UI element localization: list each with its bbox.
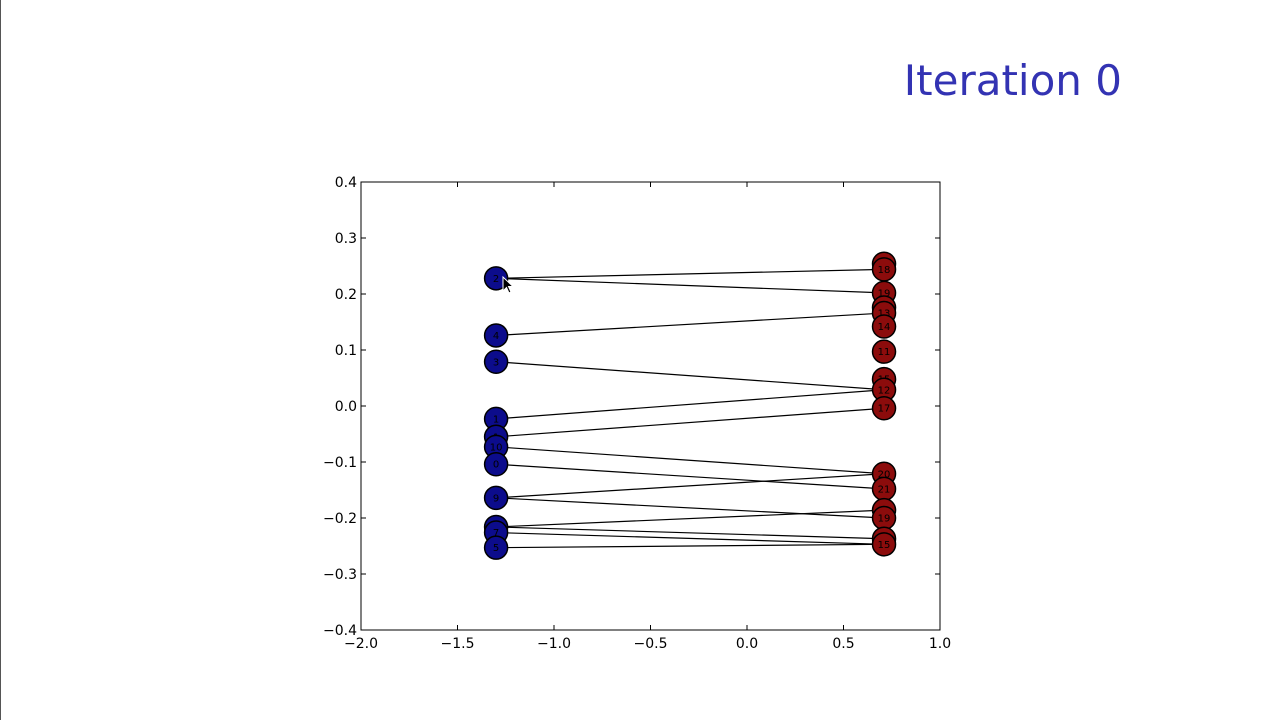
left-node-1 xyxy=(483,266,509,291)
left-node-label-3: 3 xyxy=(493,357,499,368)
y-tick-label: 0.4 xyxy=(335,175,357,191)
right-node-label-14: 19 xyxy=(878,514,891,525)
x-tick-label: −1.0 xyxy=(537,636,571,652)
right-node-16 xyxy=(871,532,897,557)
right-node-10 xyxy=(871,395,897,421)
left-node-2 xyxy=(483,323,509,348)
right-node-label-12: 21 xyxy=(878,484,891,495)
edge-line xyxy=(496,312,885,337)
ticks-layer xyxy=(360,181,941,631)
y-tick-label: −0.1 xyxy=(323,455,357,471)
right-node-label-6: 14 xyxy=(878,322,891,333)
edge-line xyxy=(496,463,885,490)
nodes-layer: 2431110096752018191613141115121720211819… xyxy=(483,251,897,560)
slide-left-border xyxy=(0,0,1,720)
edge-line xyxy=(496,277,885,294)
right-node-label-7: 11 xyxy=(878,347,891,358)
left-node-8 xyxy=(483,485,509,511)
right-node-label-10: 17 xyxy=(878,404,891,415)
mouse-cursor-icon xyxy=(502,275,515,294)
y-tick-label: 0.0 xyxy=(335,399,357,415)
edge-line xyxy=(496,446,885,475)
y-tick-label: 0.2 xyxy=(335,287,357,303)
x-tick-label: 0.0 xyxy=(736,636,758,652)
left-node-11 xyxy=(483,535,509,560)
edge-line xyxy=(496,543,885,549)
edge-line xyxy=(496,361,885,391)
right-node-label-11: 20 xyxy=(878,469,891,480)
left-node-label-8: 9 xyxy=(493,493,499,504)
y-tick-label: 0.1 xyxy=(335,343,357,359)
left-node-label-1: 2 xyxy=(493,274,499,285)
edge-line xyxy=(496,473,885,499)
left-node-label-4: 1 xyxy=(493,414,499,425)
x-tick-label: 0.5 xyxy=(832,636,854,652)
right-node-label-5: 13 xyxy=(878,309,891,320)
left-node-label-11: 5 xyxy=(493,543,499,554)
x-tick-label: 1.0 xyxy=(929,636,951,652)
right-node-label-2: 18 xyxy=(878,265,891,276)
left-node-label-10: 7 xyxy=(493,528,499,539)
x-tick-label: −0.5 xyxy=(634,636,668,652)
slide-title: Iteration 0 xyxy=(903,56,1122,105)
y-tick-label: −0.4 xyxy=(323,623,357,639)
right-node-label-16: 15 xyxy=(878,540,891,551)
tick-labels-layer: −2.0 −1.5 −1.0 −0.5 0.0 0.5 1.0 −0.4 −0.3 −0.2 −0.… xyxy=(323,175,951,652)
plot-frame xyxy=(360,181,941,631)
right-node-7 xyxy=(871,339,897,364)
x-tick-label: −2.0 xyxy=(344,636,378,652)
edge-line xyxy=(496,268,885,279)
edge-line xyxy=(496,526,885,540)
right-node-label-9: 12 xyxy=(878,385,891,396)
y-tick-label: 0.3 xyxy=(335,231,357,247)
edges-layer xyxy=(496,268,885,549)
edge-line xyxy=(496,509,885,528)
left-node-label-6: 10 xyxy=(490,442,503,453)
edge-line xyxy=(496,407,885,438)
left-node-label-2: 4 xyxy=(493,331,499,342)
left-node-7 xyxy=(483,451,509,477)
edge-line xyxy=(496,531,885,545)
right-node-6 xyxy=(871,314,897,339)
right-node-label-3: 19 xyxy=(878,288,891,299)
edge-line xyxy=(496,497,885,519)
y-tick-label: −0.2 xyxy=(323,511,357,527)
left-node-3 xyxy=(483,349,509,375)
left-node-label-7: 0 xyxy=(493,460,499,471)
edge-line xyxy=(496,389,885,420)
x-tick-label: −1.5 xyxy=(441,636,475,652)
y-tick-label: −0.3 xyxy=(323,567,357,583)
